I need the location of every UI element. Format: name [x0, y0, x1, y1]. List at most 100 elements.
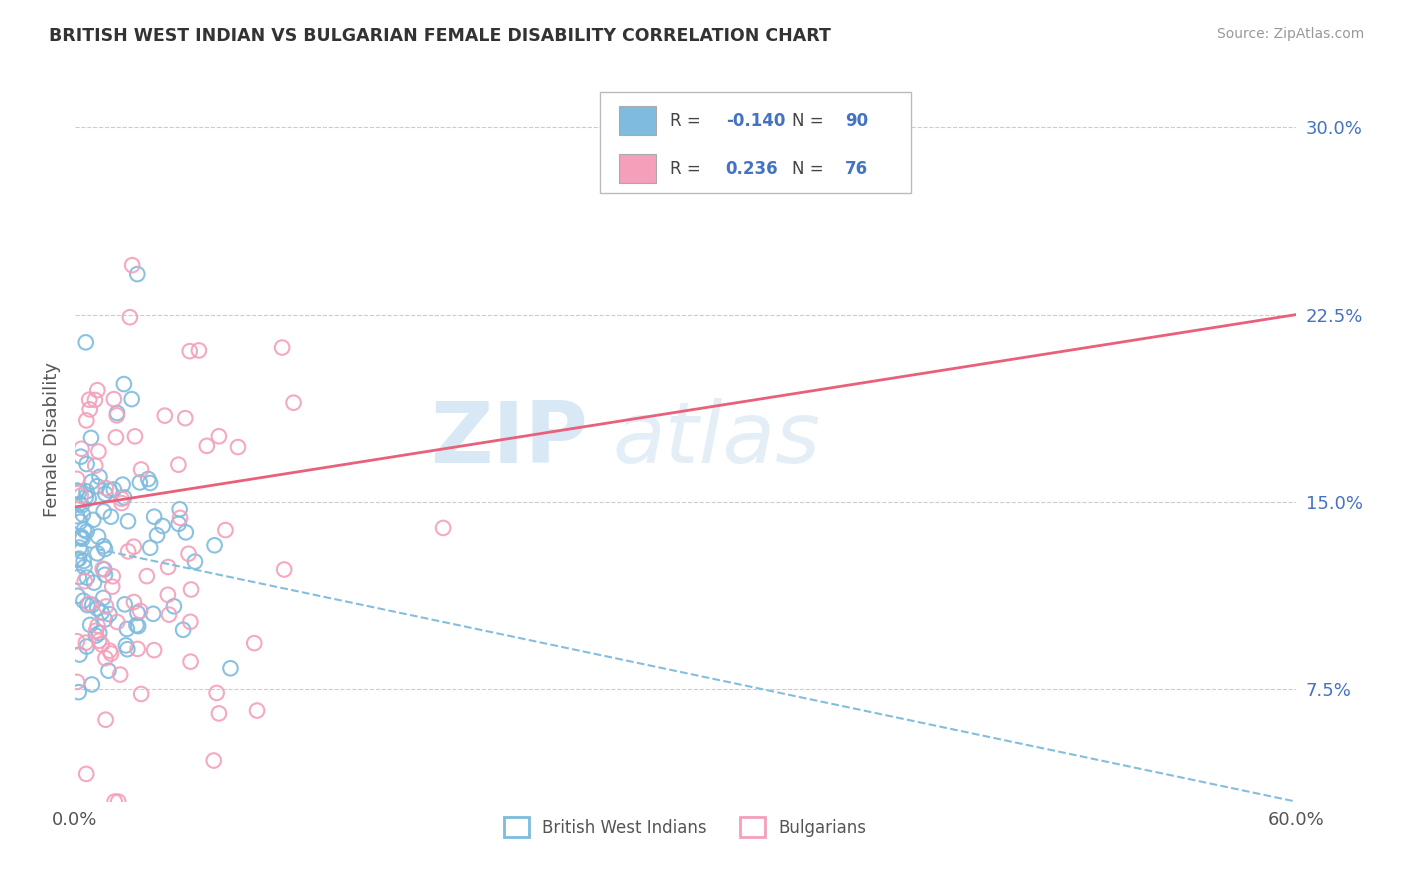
Point	[70, 450, 93, 464]
Point	[187, 343, 209, 358]
Point	[108, 667, 131, 681]
Point	[122, 595, 145, 609]
Point	[174, 525, 197, 540]
Point	[97, 664, 120, 678]
Point	[226, 440, 249, 454]
Point	[72, 593, 94, 607]
Point	[177, 547, 200, 561]
Point	[112, 377, 135, 392]
Point	[117, 544, 139, 558]
Point	[169, 502, 191, 516]
Point	[219, 661, 242, 675]
Point	[107, 795, 129, 809]
Point	[180, 582, 202, 597]
Point	[122, 540, 145, 554]
Point	[202, 754, 225, 768]
Point	[76, 457, 98, 471]
Point	[91, 591, 114, 605]
Text: -0.140: -0.140	[725, 112, 785, 130]
Point	[98, 643, 121, 657]
Point	[127, 606, 149, 620]
Point	[121, 258, 143, 272]
Point	[128, 475, 150, 490]
Point	[271, 341, 294, 355]
Point	[89, 626, 111, 640]
Point	[100, 647, 122, 661]
Point	[86, 383, 108, 397]
Point	[66, 483, 89, 498]
Point	[127, 641, 149, 656]
Point	[94, 542, 117, 557]
Point	[103, 392, 125, 406]
Point	[91, 562, 114, 576]
Point	[117, 642, 139, 657]
Point	[70, 499, 93, 513]
Point	[180, 655, 202, 669]
Point	[86, 619, 108, 633]
Point	[204, 538, 226, 552]
Point	[179, 344, 201, 359]
Point	[139, 541, 162, 555]
Point	[75, 635, 97, 649]
Point	[76, 524, 98, 539]
Text: N =: N =	[792, 160, 828, 178]
Point	[94, 487, 117, 501]
FancyBboxPatch shape	[620, 106, 657, 136]
Point	[66, 589, 89, 603]
Text: N =: N =	[792, 112, 828, 130]
Point	[86, 601, 108, 615]
Point	[98, 607, 121, 621]
Point	[243, 636, 266, 650]
Point	[110, 491, 132, 506]
Point	[73, 554, 96, 568]
Point	[73, 523, 96, 537]
Point	[79, 618, 101, 632]
Point	[246, 704, 269, 718]
FancyBboxPatch shape	[620, 154, 657, 183]
Point	[94, 651, 117, 665]
Point	[136, 472, 159, 486]
Point	[67, 570, 90, 584]
Point	[143, 509, 166, 524]
Point	[129, 687, 152, 701]
Point	[115, 622, 138, 636]
Point	[90, 606, 112, 620]
Point	[69, 515, 91, 529]
Point	[105, 409, 128, 423]
Point	[67, 497, 90, 511]
Point	[135, 569, 157, 583]
Text: Source: ZipAtlas.com: Source: ZipAtlas.com	[1216, 27, 1364, 41]
FancyBboxPatch shape	[600, 92, 911, 194]
Point	[184, 555, 207, 569]
Point	[114, 598, 136, 612]
Point	[100, 509, 122, 524]
Point	[157, 607, 180, 622]
Point	[163, 599, 186, 614]
Point	[179, 615, 201, 629]
Point	[80, 431, 103, 445]
Point	[104, 430, 127, 444]
Point	[111, 477, 134, 491]
Point	[76, 640, 98, 654]
Point	[87, 633, 110, 648]
Point	[67, 551, 90, 566]
Point	[70, 530, 93, 544]
Point	[82, 513, 104, 527]
Point	[169, 511, 191, 525]
Point	[432, 521, 454, 535]
Point	[283, 395, 305, 409]
Point	[139, 475, 162, 490]
Point	[73, 574, 96, 589]
Text: R =: R =	[669, 160, 706, 178]
Point	[76, 484, 98, 499]
Point	[105, 615, 128, 629]
Point	[93, 504, 115, 518]
Point	[167, 458, 190, 472]
Point	[67, 484, 90, 499]
Point	[93, 539, 115, 553]
Point	[67, 685, 90, 699]
Point	[86, 546, 108, 560]
Point	[66, 674, 89, 689]
Point	[94, 567, 117, 582]
Point	[195, 439, 218, 453]
